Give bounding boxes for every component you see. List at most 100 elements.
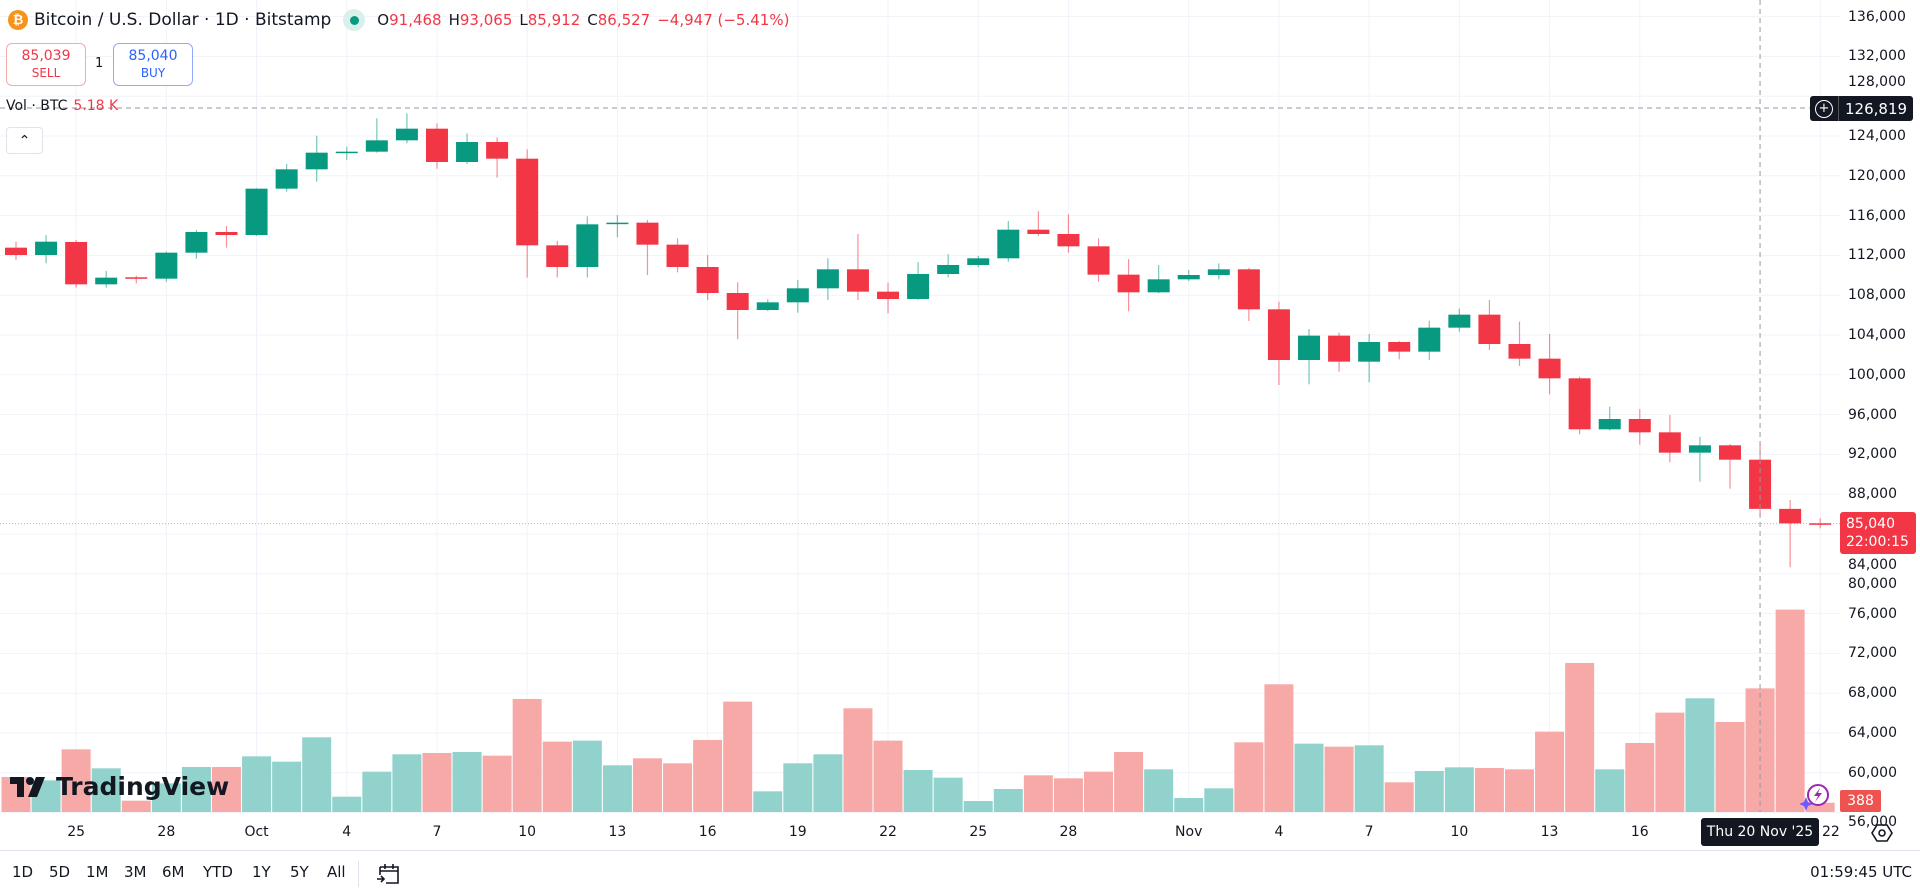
price-tick-label: 128,000 xyxy=(1848,74,1906,91)
candle xyxy=(395,113,418,144)
candle-body xyxy=(877,291,900,300)
candle-body xyxy=(425,128,448,162)
candle xyxy=(1779,499,1802,568)
candle xyxy=(1027,211,1050,236)
chevron-up-icon: ⌃ xyxy=(18,132,31,149)
sell-label: SELL xyxy=(31,65,61,80)
volume-bar xyxy=(1474,767,1504,812)
candle xyxy=(907,261,930,301)
range-button-all[interactable]: All xyxy=(327,863,346,881)
tradingview-logo[interactable]: TradingView xyxy=(10,772,229,801)
volume-bar xyxy=(482,755,512,812)
volume-legend: Vol · BTC 5.18 K xyxy=(6,98,118,114)
candle xyxy=(636,219,659,276)
price-change: −4,947 (−5.41%) xyxy=(657,11,790,29)
volume-bar xyxy=(512,698,542,812)
collapse-legend-button[interactable]: ⌃ xyxy=(6,127,43,154)
candle xyxy=(1598,406,1621,431)
buy-button[interactable]: 85,040 BUY xyxy=(113,43,193,86)
lightning-assistant-icon[interactable] xyxy=(1800,782,1830,812)
candle-body xyxy=(185,231,208,253)
volume-bar xyxy=(1414,770,1444,812)
price-tick-label: 76,000 xyxy=(1848,605,1897,622)
symbol-title[interactable]: Bitcoin / U.S. Dollar · 1D · Bitstamp xyxy=(34,10,332,30)
time-tick-label: 22 xyxy=(1822,824,1840,840)
candle xyxy=(937,254,960,278)
candle xyxy=(1658,414,1681,463)
candle xyxy=(1718,443,1741,489)
volume-bar xyxy=(663,763,693,812)
sell-button[interactable]: 85,039 SELL xyxy=(6,43,86,86)
volume-bar xyxy=(1294,743,1324,812)
volume-label: Vol · BTC xyxy=(6,98,68,114)
price-tick-label: 124,000 xyxy=(1848,128,1906,144)
add-alert-button[interactable]: + xyxy=(1810,96,1839,121)
candle-body xyxy=(5,247,27,256)
volume-bar xyxy=(843,708,873,812)
candle xyxy=(816,258,839,300)
price-tick-label: 80,000 xyxy=(1848,575,1897,592)
range-button-5y[interactable]: 5Y xyxy=(290,863,309,881)
candle-body xyxy=(1027,229,1050,234)
range-button-6m[interactable]: 6M xyxy=(162,863,185,881)
ohlc-high: H93,065 xyxy=(448,11,513,29)
candle-body xyxy=(335,151,358,154)
range-button-3m[interactable]: 3M xyxy=(124,863,147,881)
volume-bar xyxy=(452,751,482,812)
candle xyxy=(1628,408,1651,445)
buy-price: 85,040 xyxy=(128,47,178,64)
candle xyxy=(696,255,719,300)
candle-body xyxy=(726,292,749,310)
clock-timezone[interactable]: 01:59:45 UTC xyxy=(1810,863,1912,881)
go-to-date-icon[interactable] xyxy=(376,863,402,885)
candle xyxy=(1328,332,1351,372)
tradingview-logo-icon xyxy=(10,776,45,797)
range-button-ytd[interactable]: YTD xyxy=(203,863,233,881)
candle-body xyxy=(305,152,328,170)
candle xyxy=(125,275,148,284)
volume-bar xyxy=(1535,731,1565,812)
candle-body xyxy=(1177,275,1200,280)
candle-body xyxy=(245,188,268,236)
candle-body xyxy=(1448,314,1471,328)
volume-bar xyxy=(903,769,933,812)
ohlc-close: C86,527 xyxy=(587,11,651,29)
chart-settings-icon[interactable] xyxy=(1871,822,1893,844)
candle-body xyxy=(1057,233,1080,247)
divider xyxy=(358,861,359,887)
ohlc-open: O91,468 xyxy=(377,11,442,29)
market-status-icon[interactable] xyxy=(343,9,366,31)
volume-bar xyxy=(1625,742,1655,812)
candle xyxy=(155,251,178,282)
volume-bar xyxy=(632,758,662,812)
price-chart[interactable] xyxy=(0,0,1840,850)
volume-bar xyxy=(1144,769,1174,812)
price-tick-label: 72,000 xyxy=(1848,645,1897,662)
time-tick-label: 25 xyxy=(67,824,86,840)
volume-bar xyxy=(873,740,903,812)
range-button-1d[interactable]: 1D xyxy=(12,863,34,881)
volume-bar xyxy=(1384,782,1414,812)
time-tick-label: 4 xyxy=(342,824,352,840)
candle xyxy=(1538,333,1561,395)
range-button-5d[interactable]: 5D xyxy=(49,863,71,881)
time-tick-label: 13 xyxy=(1540,824,1559,840)
volume-bar xyxy=(1805,802,1835,812)
price-tick-label: 100,000 xyxy=(1848,366,1906,383)
candle xyxy=(5,241,27,260)
volume-bar xyxy=(151,783,181,812)
order-quantity[interactable]: 1 xyxy=(95,56,104,71)
range-button-1m[interactable]: 1M xyxy=(86,863,109,881)
candle-body xyxy=(846,269,869,292)
candle-body xyxy=(816,269,839,289)
candle xyxy=(606,215,629,238)
candle-body xyxy=(395,128,418,141)
candle xyxy=(1809,518,1832,529)
candle-body xyxy=(1117,274,1140,293)
candle xyxy=(1057,214,1080,253)
volume-bar xyxy=(91,768,121,812)
candle-body xyxy=(606,222,629,225)
range-button-1y[interactable]: 1Y xyxy=(252,863,271,881)
candle-body xyxy=(1298,335,1321,360)
volume-bar xyxy=(963,800,993,812)
